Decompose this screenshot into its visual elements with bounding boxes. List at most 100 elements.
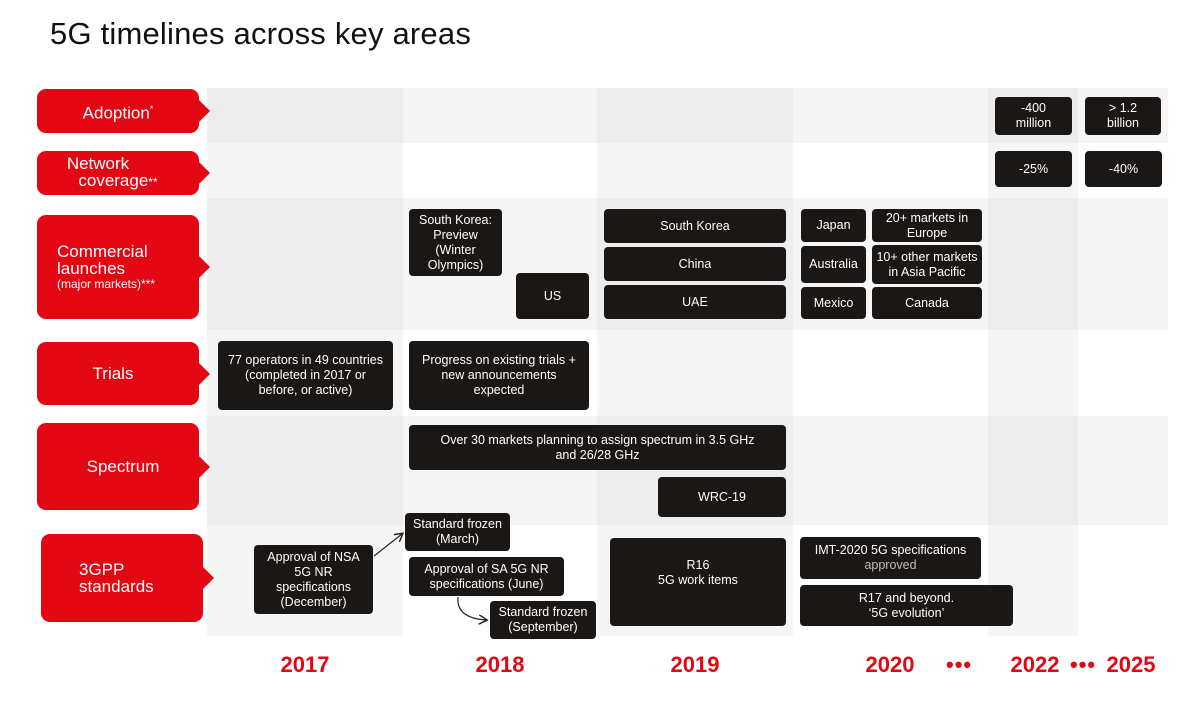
launches-line2: launches bbox=[57, 258, 126, 278]
box-text: million bbox=[1015, 116, 1052, 130]
mexico-box: Mexico bbox=[801, 287, 866, 319]
adoption-2022-box: -400 million bbox=[995, 97, 1072, 135]
japan-box: Japan bbox=[801, 209, 866, 242]
trials-2017-box: 77 operators in 49 countries (completed … bbox=[218, 341, 393, 410]
box-text: (September) bbox=[508, 620, 578, 634]
europe-box: 20+ markets in Europe bbox=[872, 209, 982, 242]
grid-cell bbox=[207, 88, 403, 143]
year-2022: 2022 bbox=[1010, 652, 1060, 677]
us-box: US bbox=[516, 273, 589, 319]
box-text: WRC-19 bbox=[698, 489, 746, 504]
grid-cell bbox=[793, 88, 988, 143]
year-2025: 2025 bbox=[1106, 652, 1156, 677]
standards-line2: standards bbox=[79, 577, 154, 596]
box-text: before, or active) bbox=[258, 383, 353, 397]
box-text: specifications bbox=[275, 579, 352, 594]
uae-box: UAE bbox=[604, 285, 786, 319]
box-text: Europe bbox=[906, 225, 948, 240]
box-text: Standard frozen bbox=[498, 605, 588, 619]
sa-approval-box: Approval of SA 5G NR specifications (Jun… bbox=[409, 557, 564, 596]
arrow-right-icon bbox=[199, 362, 210, 385]
grid-cell bbox=[793, 416, 988, 525]
box-text: UAE bbox=[682, 294, 708, 309]
coverage-footnote-mark: ** bbox=[148, 175, 158, 189]
row-label-3gpp-standards: 3GPP standards bbox=[41, 534, 214, 622]
grid-cell bbox=[988, 416, 1078, 525]
trials-label: Trials bbox=[92, 364, 134, 383]
box-text: Olympics) bbox=[427, 257, 484, 272]
box-text: Australia bbox=[809, 257, 858, 271]
box-text: approved bbox=[864, 558, 917, 572]
grid-cell bbox=[403, 88, 597, 143]
box-text: R16 bbox=[686, 558, 710, 572]
row-label-trials: Trials bbox=[37, 342, 210, 405]
year-2019: 2019 bbox=[670, 652, 720, 677]
row-label-commercial-launches: Commercial launches (major markets)*** bbox=[37, 215, 210, 319]
box-text: (December) bbox=[280, 594, 347, 609]
box-text: ‘5G evolution’ bbox=[868, 605, 945, 620]
grid-cell bbox=[597, 330, 793, 416]
year-2018: 2018 bbox=[475, 652, 525, 677]
box-text: expected bbox=[473, 383, 525, 397]
grid-cell bbox=[988, 330, 1078, 416]
wrc-19-box: WRC-19 bbox=[658, 477, 786, 517]
adoption-footnote-mark: * bbox=[149, 103, 154, 114]
spectrum-label: Spectrum bbox=[86, 457, 160, 476]
box-text: Over 30 markets planning to assign spect… bbox=[440, 432, 755, 447]
box-text: 5G NR bbox=[294, 564, 333, 579]
box-text: 20+ markets in bbox=[885, 210, 969, 225]
australia-box: Australia bbox=[801, 246, 866, 283]
box-text: in Asia Pacific bbox=[888, 264, 966, 279]
box-text: billion bbox=[1107, 116, 1139, 130]
box-text: -25% bbox=[1018, 161, 1049, 176]
box-text: 5G work items bbox=[658, 573, 738, 587]
launches-sub: (major markets) bbox=[57, 276, 142, 291]
r16-box: R16 5G work items bbox=[610, 538, 786, 626]
launches-footnote-mark: *** bbox=[141, 276, 156, 291]
box-text: -40% bbox=[1108, 161, 1139, 176]
grid-cell bbox=[597, 143, 793, 198]
row-label-network-coverage: Network coverage** bbox=[37, 151, 210, 195]
box-text: US bbox=[543, 288, 562, 303]
arrow-right-icon bbox=[199, 256, 210, 278]
grid-cell bbox=[988, 198, 1078, 330]
grid-cell bbox=[1078, 198, 1168, 330]
box-text: 10+ other markets bbox=[876, 249, 978, 264]
nsa-approval-box: Approval of NSA 5G NR specifications (De… bbox=[254, 545, 373, 614]
box-text: 77 operators in 49 countries bbox=[228, 353, 383, 367]
box-text: Progress on existing trials + bbox=[422, 353, 576, 367]
adoption-label: Adoption bbox=[82, 103, 150, 123]
year-2017: 2017 bbox=[280, 652, 330, 677]
coverage-line1: Network bbox=[66, 154, 130, 173]
coverage-2025-box: -40% bbox=[1085, 151, 1162, 187]
ellipsis-icon: ••• bbox=[946, 652, 973, 677]
box-text: Approval of SA 5G NR bbox=[424, 561, 549, 576]
coverage-line2: coverage bbox=[78, 171, 149, 190]
r17-box: R17 and beyond. ‘5G evolution’ bbox=[800, 585, 1013, 626]
box-text: South Korea: bbox=[419, 212, 492, 227]
asia-pacific-box: 10+ other markets in Asia Pacific bbox=[872, 245, 982, 284]
box-text: China bbox=[678, 256, 712, 271]
box-text: Canada bbox=[905, 295, 949, 310]
adoption-2025-box: > 1.2 billion bbox=[1085, 97, 1161, 135]
grid-cell bbox=[207, 198, 403, 330]
south-korea-preview-box: South Korea: Preview (Winter Olympics) bbox=[409, 209, 502, 276]
grid-cell bbox=[1078, 416, 1168, 525]
ellipsis-icon: ••• bbox=[1070, 652, 1097, 677]
coverage-2022-box: -25% bbox=[995, 151, 1072, 187]
sa-to-september-arrow bbox=[457, 596, 486, 620]
grid-cell bbox=[207, 416, 403, 525]
trials-2018-box: Progress on existing trials + new announ… bbox=[409, 341, 589, 410]
box-text: Preview (Winter bbox=[433, 227, 478, 257]
box-text: Mexico bbox=[813, 295, 854, 310]
box-text: -400 bbox=[1020, 101, 1047, 115]
imt-2020-box: IMT-2020 5G specifications approved bbox=[800, 537, 981, 579]
launches-line1: Commercial bbox=[57, 241, 148, 261]
row-label-adoption: Adoption* bbox=[37, 89, 210, 133]
spectrum-assign-box: Over 30 markets planning to assign spect… bbox=[409, 425, 786, 470]
box-text: (completed in 2017 or bbox=[245, 368, 366, 382]
box-text: IMT-2020 5G specifications bbox=[814, 543, 967, 557]
nsa-to-march-arrow bbox=[373, 534, 402, 557]
standard-frozen-september-box: Standard frozen (September) bbox=[490, 601, 596, 639]
